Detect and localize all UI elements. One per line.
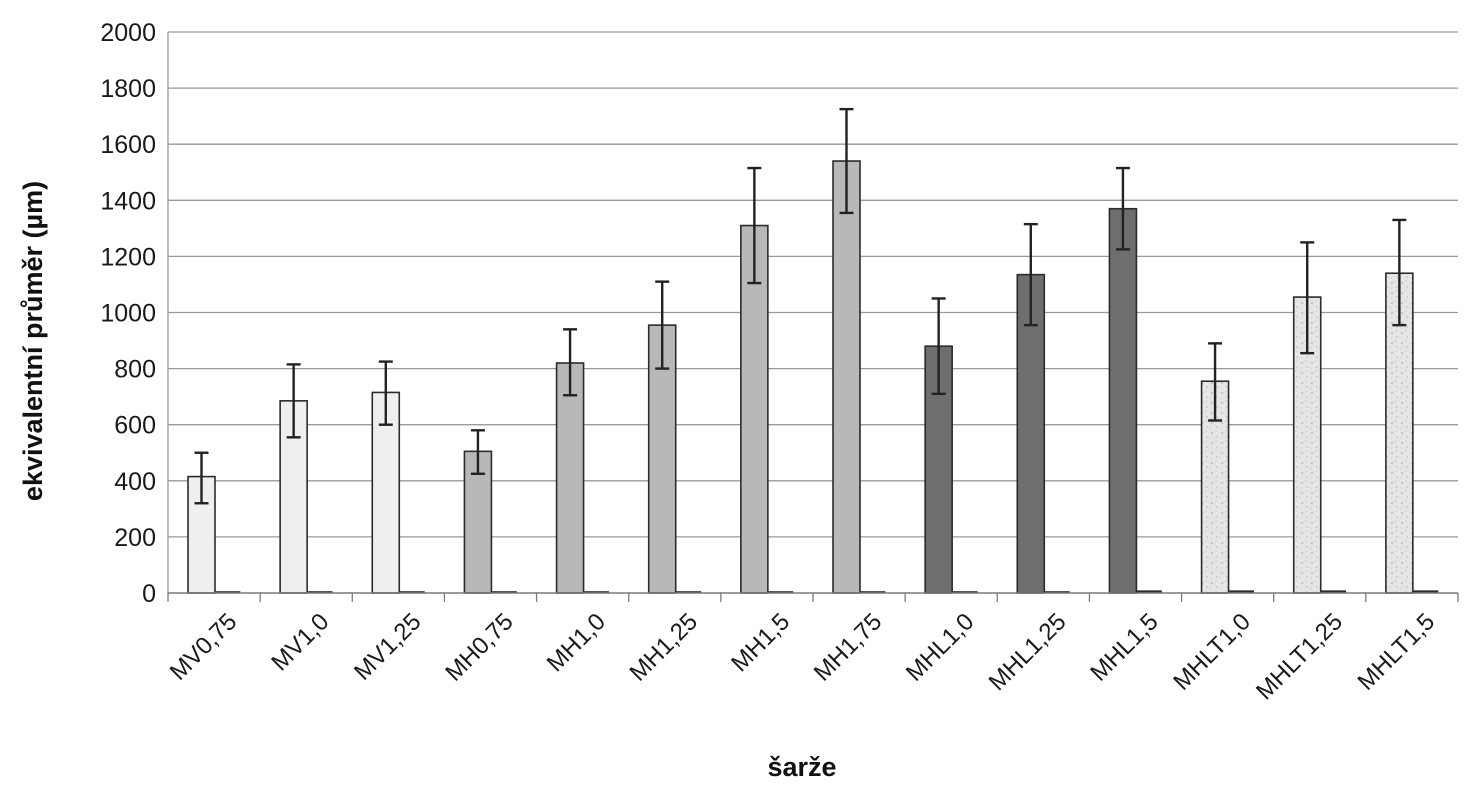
bar — [555, 362, 585, 594]
y-axis-title: ekvivalentní průměr (µm) — [18, 181, 48, 501]
x-axis-title: šarže — [767, 752, 836, 782]
bar — [832, 160, 861, 594]
y-tick-label: 1600 — [100, 131, 156, 159]
error-bars — [194, 107, 1407, 505]
gridlines — [168, 31, 1458, 538]
x-tick-label: MH1,0 — [542, 608, 611, 677]
x-tick-label: MH1,5 — [726, 608, 795, 677]
y-tick-label: 1200 — [100, 243, 156, 271]
x-tick-label: MH1,25 — [625, 608, 704, 687]
y-tick-label: 1000 — [100, 300, 156, 328]
x-tick-label: MH0,75 — [440, 608, 519, 687]
x-tick-label: MH1,75 — [809, 608, 888, 687]
y-tick-label: 600 — [114, 412, 156, 440]
axes — [167, 32, 1459, 602]
x-tick-label: MHL1,0 — [901, 608, 980, 687]
x-tick-label: MHLT1,5 — [1353, 608, 1441, 696]
bars — [187, 160, 1439, 594]
x-tick-label: MV0,75 — [165, 608, 243, 686]
y-tick-label: 200 — [114, 524, 156, 552]
x-tick-label: MV1,25 — [349, 608, 427, 686]
x-tick-label: MHLT1,25 — [1251, 608, 1348, 705]
y-tick-label: 1800 — [100, 75, 156, 103]
x-tick-label: MHLT1,0 — [1168, 608, 1256, 696]
y-tick-label: 400 — [114, 468, 156, 496]
x-tick-label: MHL1,5 — [1085, 608, 1164, 687]
tick-labels: 0 200 400 600 800 1000 1200 1400 1600 1800 2000 MV0… — [100, 19, 1440, 705]
x-tick-label: MV1,0 — [266, 608, 334, 676]
x-tick-label: MHL1,25 — [984, 608, 1072, 696]
y-tick-label: 800 — [114, 356, 156, 384]
y-tick-label: 0 — [142, 580, 156, 608]
y-tick-label: 2000 — [100, 19, 156, 47]
y-tick-label: 1400 — [100, 187, 156, 215]
bar — [1108, 207, 1138, 594]
